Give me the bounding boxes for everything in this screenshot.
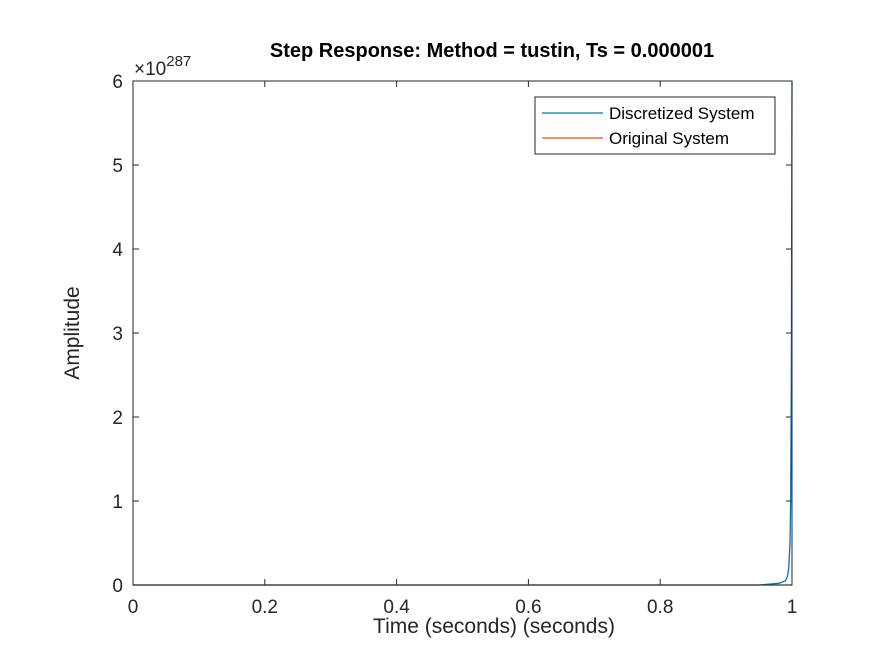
- y-tick-label: 3: [112, 324, 123, 345]
- chart-title: Step Response: Method = tustin, Ts = 0.0…: [270, 40, 714, 62]
- x-tick-label: 0.6: [515, 597, 541, 618]
- y-axis-exponent-power: 287: [166, 53, 191, 70]
- y-axis-exponent-base: ×10: [134, 59, 166, 80]
- plot-box: [132, 80, 793, 586]
- x-tick-label: 0.2: [252, 597, 278, 618]
- y-axis-exponent: ×10287: [134, 53, 191, 80]
- x-tick-label: 1: [787, 597, 798, 618]
- y-tick-label: 5: [112, 156, 123, 177]
- legend-label-original: Original System: [609, 129, 729, 148]
- y-tick-label: 1: [112, 492, 123, 513]
- x-tick-label: 0.8: [647, 597, 673, 618]
- y-tick-label: 0: [112, 576, 123, 597]
- legend-box: [534, 96, 776, 155]
- legend-label-discretized: Discretized System: [609, 104, 754, 123]
- y-tick-label: 2: [112, 408, 123, 429]
- x-tick-label: 0.4: [383, 597, 410, 618]
- y-tick-label: 6: [112, 72, 123, 93]
- y-axis-label: Amplitude: [61, 286, 84, 379]
- legend: Discretized System Original System: [534, 96, 776, 155]
- x-tick-label: 0: [128, 597, 139, 618]
- series-line-discretized: [133, 80, 793, 586]
- y-tick-label: 4: [112, 240, 123, 261]
- plot-area: [133, 81, 792, 585]
- x-axis-label: Time (seconds) (seconds): [373, 615, 615, 638]
